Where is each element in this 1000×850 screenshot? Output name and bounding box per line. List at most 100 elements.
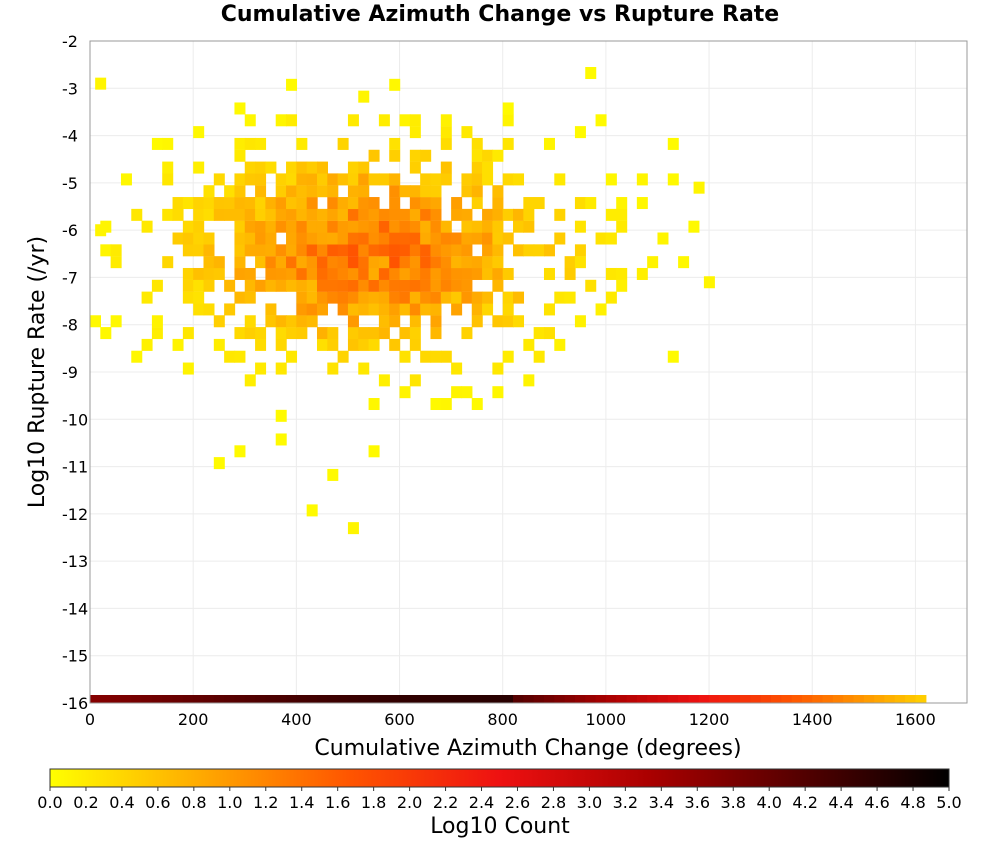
bottom-bar-cell: [605, 695, 617, 703]
heatmap-cell: [703, 276, 715, 289]
heatmap-cell: [193, 208, 205, 221]
y-tick-label: -3: [62, 79, 78, 98]
y-tick-label: -5: [62, 174, 78, 193]
heatmap-cell: [378, 114, 390, 127]
heatmap-cell: [523, 220, 535, 233]
heatmap-cell: [306, 161, 318, 174]
heatmap-cell: [337, 303, 349, 316]
bottom-bar-cell: [832, 695, 844, 703]
heatmap-cell: [543, 327, 555, 340]
heatmap-cell: [95, 77, 107, 90]
heatmap-cell: [399, 279, 411, 292]
heatmap-cell: [533, 350, 545, 363]
heatmap-cell: [482, 173, 494, 186]
heatmap-cell: [616, 208, 628, 221]
heatmap-cell: [244, 291, 256, 304]
x-tick-label: 600: [384, 710, 415, 729]
heatmap-cell: [554, 208, 566, 221]
heatmap-cell: [234, 291, 246, 304]
heatmap-cell: [409, 126, 421, 139]
heatmap-cell: [244, 208, 256, 221]
heatmap-cell: [193, 279, 205, 292]
heatmap-cell: [461, 208, 473, 221]
heatmap-cell: [399, 291, 411, 304]
heatmap-cell: [574, 126, 586, 139]
heatmap-cell: [286, 185, 298, 198]
bottom-bar-cell: [347, 695, 359, 703]
heatmap-cell: [430, 220, 442, 233]
heatmap-cell: [595, 232, 607, 245]
heatmap-cell: [141, 338, 153, 351]
heatmap-cell: [616, 197, 628, 210]
heatmap-cell: [316, 291, 328, 304]
heatmap-cell: [327, 327, 339, 340]
heatmap-cell: [378, 256, 390, 269]
heatmap-cell: [316, 303, 328, 316]
bottom-bar-cell: [801, 695, 813, 703]
heatmap-cell: [389, 256, 401, 269]
heatmap-cell: [605, 173, 617, 186]
heatmap-cell: [502, 102, 514, 115]
heatmap-cell: [337, 137, 349, 150]
bottom-bar-cell: [636, 695, 648, 703]
heatmap-cell: [409, 114, 421, 127]
heatmap-cell: [585, 279, 597, 292]
bottom-bar-cell: [863, 695, 875, 703]
heatmap-cell: [193, 232, 205, 245]
heatmap-cell: [358, 232, 370, 245]
heatmap-cell: [347, 291, 359, 304]
x-tick-label: 200: [178, 710, 209, 729]
heatmap-cell: [420, 232, 432, 245]
heatmap-cell: [533, 197, 545, 210]
y-tick-label: -12: [62, 505, 88, 524]
heatmap-cell: [667, 173, 679, 186]
heatmap-cell: [275, 362, 287, 375]
heatmap-cell: [203, 244, 215, 257]
x-axis-ticks: 0 200 400 600 800 1000 1200 1400 1600: [85, 710, 936, 729]
heatmap-cell: [409, 256, 421, 269]
heatmap-cell: [368, 267, 380, 280]
heatmap-cell: [368, 208, 380, 221]
colorbar-label: Log10 Count: [430, 814, 570, 839]
heatmap-cell: [151, 279, 163, 292]
heatmap-cell: [389, 315, 401, 328]
heatmap-cell: [409, 220, 421, 233]
y-tick-label: -16: [62, 694, 88, 713]
heatmap-cell: [347, 232, 359, 245]
bottom-bar-cell: [688, 695, 700, 703]
heatmap-cell: [451, 244, 463, 257]
heatmap-cell: [203, 303, 215, 316]
heatmap-cell: [389, 279, 401, 292]
heatmap-cell: [193, 303, 205, 316]
heatmap-cell: [234, 220, 246, 233]
heatmap-cell: [347, 303, 359, 316]
heatmap-cell: [574, 244, 586, 257]
heatmap-cell: [523, 374, 535, 387]
heatmap-cell: [182, 291, 194, 304]
heatmap-cell: [389, 232, 401, 245]
bottom-bar-cell: [543, 695, 555, 703]
heatmap-cell: [420, 256, 432, 269]
heatmap-cell: [244, 279, 256, 292]
heatmap-cell: [358, 338, 370, 351]
heatmap-cell: [286, 197, 298, 210]
heatmap-cell: [482, 232, 494, 245]
heatmap-cell: [451, 362, 463, 375]
bottom-bar-cell: [275, 695, 287, 703]
heatmap-cell: [389, 137, 401, 150]
heatmap-cell: [244, 374, 256, 387]
heatmap-cell: [234, 232, 246, 245]
heatmap-cell: [399, 327, 411, 340]
heatmap-cell: [492, 244, 504, 257]
bottom-bar-cell: [791, 695, 803, 703]
y-axis-ticks: -2 -3 -4 -5 -6 -7 -8 -9 -10 -11 -12 -13 -14 -15 -16: [62, 32, 88, 713]
heatmap-cell: [389, 78, 401, 91]
bottom-bar-cell: [451, 695, 463, 703]
heatmap-cell: [420, 267, 432, 280]
heatmap-cell: [358, 267, 370, 280]
heatmap-cell: [513, 291, 525, 304]
heatmap-cell: [327, 256, 339, 269]
heatmap-cell: [502, 173, 514, 186]
heatmap-cell: [296, 267, 308, 280]
heatmap-cell: [306, 256, 318, 269]
